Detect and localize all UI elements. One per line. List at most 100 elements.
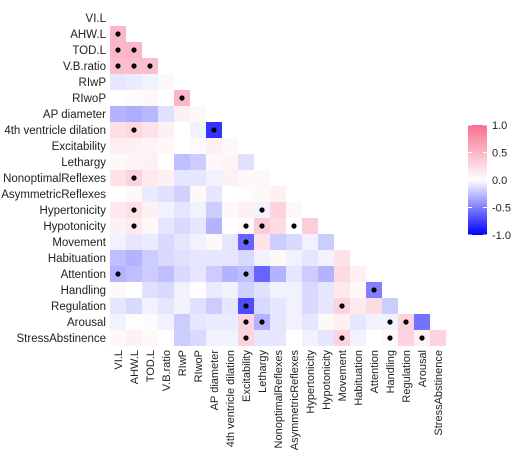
legend-tick-label: -0.5 (492, 203, 511, 215)
heatmap-cell (142, 122, 158, 138)
heatmap-cell (126, 282, 142, 298)
heatmap-cell (126, 314, 142, 330)
heatmap-cell (142, 186, 158, 202)
heatmap-cell (126, 234, 142, 250)
legend-colorbar (468, 125, 487, 235)
significance-dot (131, 175, 137, 181)
heatmap-cell (142, 90, 158, 106)
significance-dot (339, 303, 345, 309)
significance-dot (371, 287, 377, 293)
x-tick-label: AsymmetricReflexes (289, 350, 301, 450)
significance-dot (243, 271, 249, 277)
y-axis-labels: VI.L AHW.L TOD.L V.B.ratio RIwP RIwoP AP diame… (1, 13, 107, 345)
x-tick-label: 4th ventricle dilation (225, 350, 237, 447)
heatmap-cell (110, 202, 126, 218)
heatmap-cell (206, 138, 222, 154)
heatmap-cell (350, 266, 366, 282)
heatmap-cell (270, 330, 286, 346)
x-tick-label: Habituation (353, 350, 365, 406)
legend-ticks: 1.0 0.5 0.0 -0.5 -1.0 (468, 120, 511, 242)
heatmap-cell (334, 266, 350, 282)
heatmap-cell (190, 266, 206, 282)
heatmap-cell (190, 250, 206, 266)
heatmap-cell (174, 138, 190, 154)
x-tick-label: Movement (337, 350, 349, 401)
significance-dot (419, 335, 425, 341)
significance-dot (115, 31, 121, 37)
heatmap-cell (302, 250, 318, 266)
y-tick-label: StressAbstinence (17, 333, 107, 345)
heatmap-cell (142, 154, 158, 170)
heatmap-cell (126, 330, 142, 346)
heatmap-cell (190, 202, 206, 218)
heatmap-cell (302, 330, 318, 346)
heatmap-cell (350, 298, 366, 314)
legend-tick-label: 1.0 (492, 120, 507, 132)
significance-dot (147, 63, 153, 69)
significance-dot (243, 239, 249, 245)
heatmap-cell (158, 330, 174, 346)
heatmap-cell (270, 298, 286, 314)
heatmap-cell (302, 218, 318, 234)
heatmap-cell (222, 282, 238, 298)
heatmap-cell (318, 282, 334, 298)
heatmap-cell (110, 282, 126, 298)
y-tick-label: AP diameter (43, 109, 106, 121)
heatmap-cell (110, 90, 126, 106)
heatmap-cell (414, 314, 430, 330)
heatmap-cell (158, 186, 174, 202)
heatmap-cell (110, 186, 126, 202)
heatmap-cell (206, 170, 222, 186)
heatmap-cell (158, 202, 174, 218)
heatmap-cell (158, 154, 174, 170)
heatmap-cell (174, 330, 190, 346)
heatmap-cell (110, 138, 126, 154)
legend-tick-label: 0.5 (492, 148, 507, 160)
heatmap-cell (222, 234, 238, 250)
heatmap-cell (190, 314, 206, 330)
significance-dot (131, 47, 137, 53)
legend-tick-label: 0.0 (492, 175, 507, 187)
heatmap-cell (110, 250, 126, 266)
x-tick-label: Regulation (401, 350, 413, 403)
significance-dot (131, 207, 137, 213)
heatmap-cell (110, 154, 126, 170)
heatmap-cell (142, 74, 158, 90)
x-tick-label: RIwP (177, 350, 189, 376)
heatmap-cell (254, 266, 270, 282)
heatmap-cell (270, 234, 286, 250)
heatmap-cell (254, 170, 270, 186)
heatmap-cell (366, 330, 382, 346)
heatmap-cell (286, 330, 302, 346)
x-tick-label: Attention (369, 350, 381, 393)
heatmap-cell (318, 266, 334, 282)
heatmap-cell (382, 298, 398, 314)
heatmap-cell (366, 298, 382, 314)
heatmap-cell (158, 90, 174, 106)
heatmap-cell (142, 266, 158, 282)
heatmap-cell (174, 250, 190, 266)
significance-dot (243, 335, 249, 341)
heatmap-cell (318, 330, 334, 346)
heatmap-cell (190, 138, 206, 154)
heatmap-cell (222, 154, 238, 170)
heatmap-cell (430, 330, 446, 346)
color-legend: 1.0 0.5 0.0 -0.5 -1.0 (468, 120, 511, 242)
heatmap-cell (302, 314, 318, 330)
heatmap-cell (350, 282, 366, 298)
heatmap-cell (318, 250, 334, 266)
heatmap-cell (302, 298, 318, 314)
heatmap-cell (158, 250, 174, 266)
x-tick-label: NonoptimalReflexes (273, 350, 285, 449)
heatmap-cell (222, 330, 238, 346)
significance-dot (179, 95, 185, 101)
heatmap-cell (126, 154, 142, 170)
heatmap-cell (174, 186, 190, 202)
heatmap-cell (158, 122, 174, 138)
heatmap-cell (222, 218, 238, 234)
heatmap-cell (174, 106, 190, 122)
heatmap-cell (174, 154, 190, 170)
heatmap-cell (142, 314, 158, 330)
significance-dot (115, 271, 121, 277)
